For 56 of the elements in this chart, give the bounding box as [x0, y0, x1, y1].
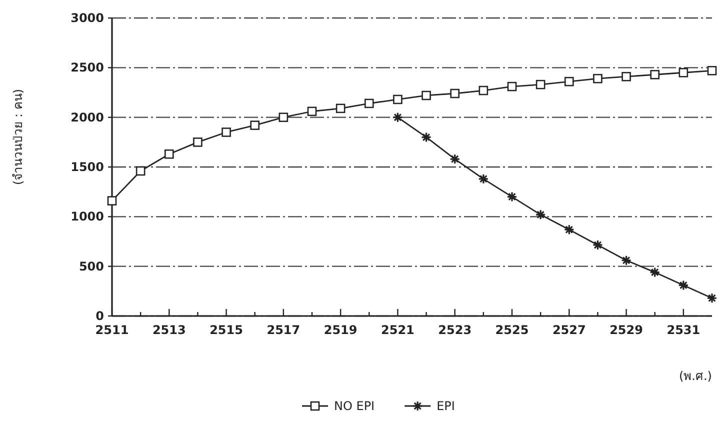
x-tick-label: 2519	[324, 323, 358, 337]
point	[706, 292, 718, 304]
point	[536, 80, 546, 90]
point	[136, 166, 146, 176]
point	[420, 132, 432, 142]
point	[450, 154, 460, 164]
legend-label: NO EPI	[334, 399, 375, 413]
point	[622, 72, 631, 82]
y-tick-label: 2500	[70, 60, 104, 75]
y-tick-label: 500	[78, 259, 104, 274]
point	[564, 224, 574, 235]
x-tick-label: 2511	[95, 323, 129, 337]
point	[506, 192, 518, 202]
point	[620, 255, 632, 266]
point	[193, 138, 202, 147]
point	[278, 112, 288, 122]
x-tick-label: 2531	[666, 323, 700, 337]
point	[650, 266, 660, 278]
point	[650, 70, 660, 80]
point	[393, 94, 402, 104]
x-tick-label: 2525	[495, 323, 529, 337]
y-tick-label: 2000	[70, 110, 104, 124]
point	[592, 240, 604, 250]
x-tick-label: 2523	[438, 323, 472, 337]
x-axis-title: (พ.ศ.)	[679, 369, 712, 383]
y-axis-title: (จำนวนป่วย : คน)	[11, 88, 25, 186]
point	[564, 76, 574, 86]
x-tick-label: 2529	[610, 323, 643, 337]
legend-label: EPI	[436, 399, 455, 413]
point	[535, 209, 546, 220]
point	[478, 174, 489, 184]
point	[678, 68, 688, 78]
point	[593, 74, 602, 84]
point	[507, 82, 517, 92]
y-tick-label: 0	[96, 309, 104, 323]
x-tick-label: 2515	[210, 323, 243, 337]
x-tick-label: 2513	[152, 323, 186, 337]
point	[250, 120, 260, 130]
point	[422, 90, 431, 100]
point	[392, 112, 404, 123]
point	[450, 88, 460, 98]
x-tick-label: 2517	[266, 323, 300, 337]
point	[107, 196, 117, 206]
y-tick-label: 3000	[70, 11, 104, 25]
point	[336, 104, 346, 114]
y-tick-label: 1500	[70, 160, 104, 174]
point	[307, 106, 317, 116]
point	[707, 66, 717, 76]
x-tick-label: 2521	[381, 323, 414, 337]
point	[478, 86, 488, 96]
point	[364, 98, 374, 108]
point	[222, 128, 231, 137]
x-tick-label: 2527	[552, 323, 586, 337]
point	[164, 149, 174, 159]
point	[678, 280, 689, 291]
y-tick-label: 1000	[70, 210, 104, 224]
